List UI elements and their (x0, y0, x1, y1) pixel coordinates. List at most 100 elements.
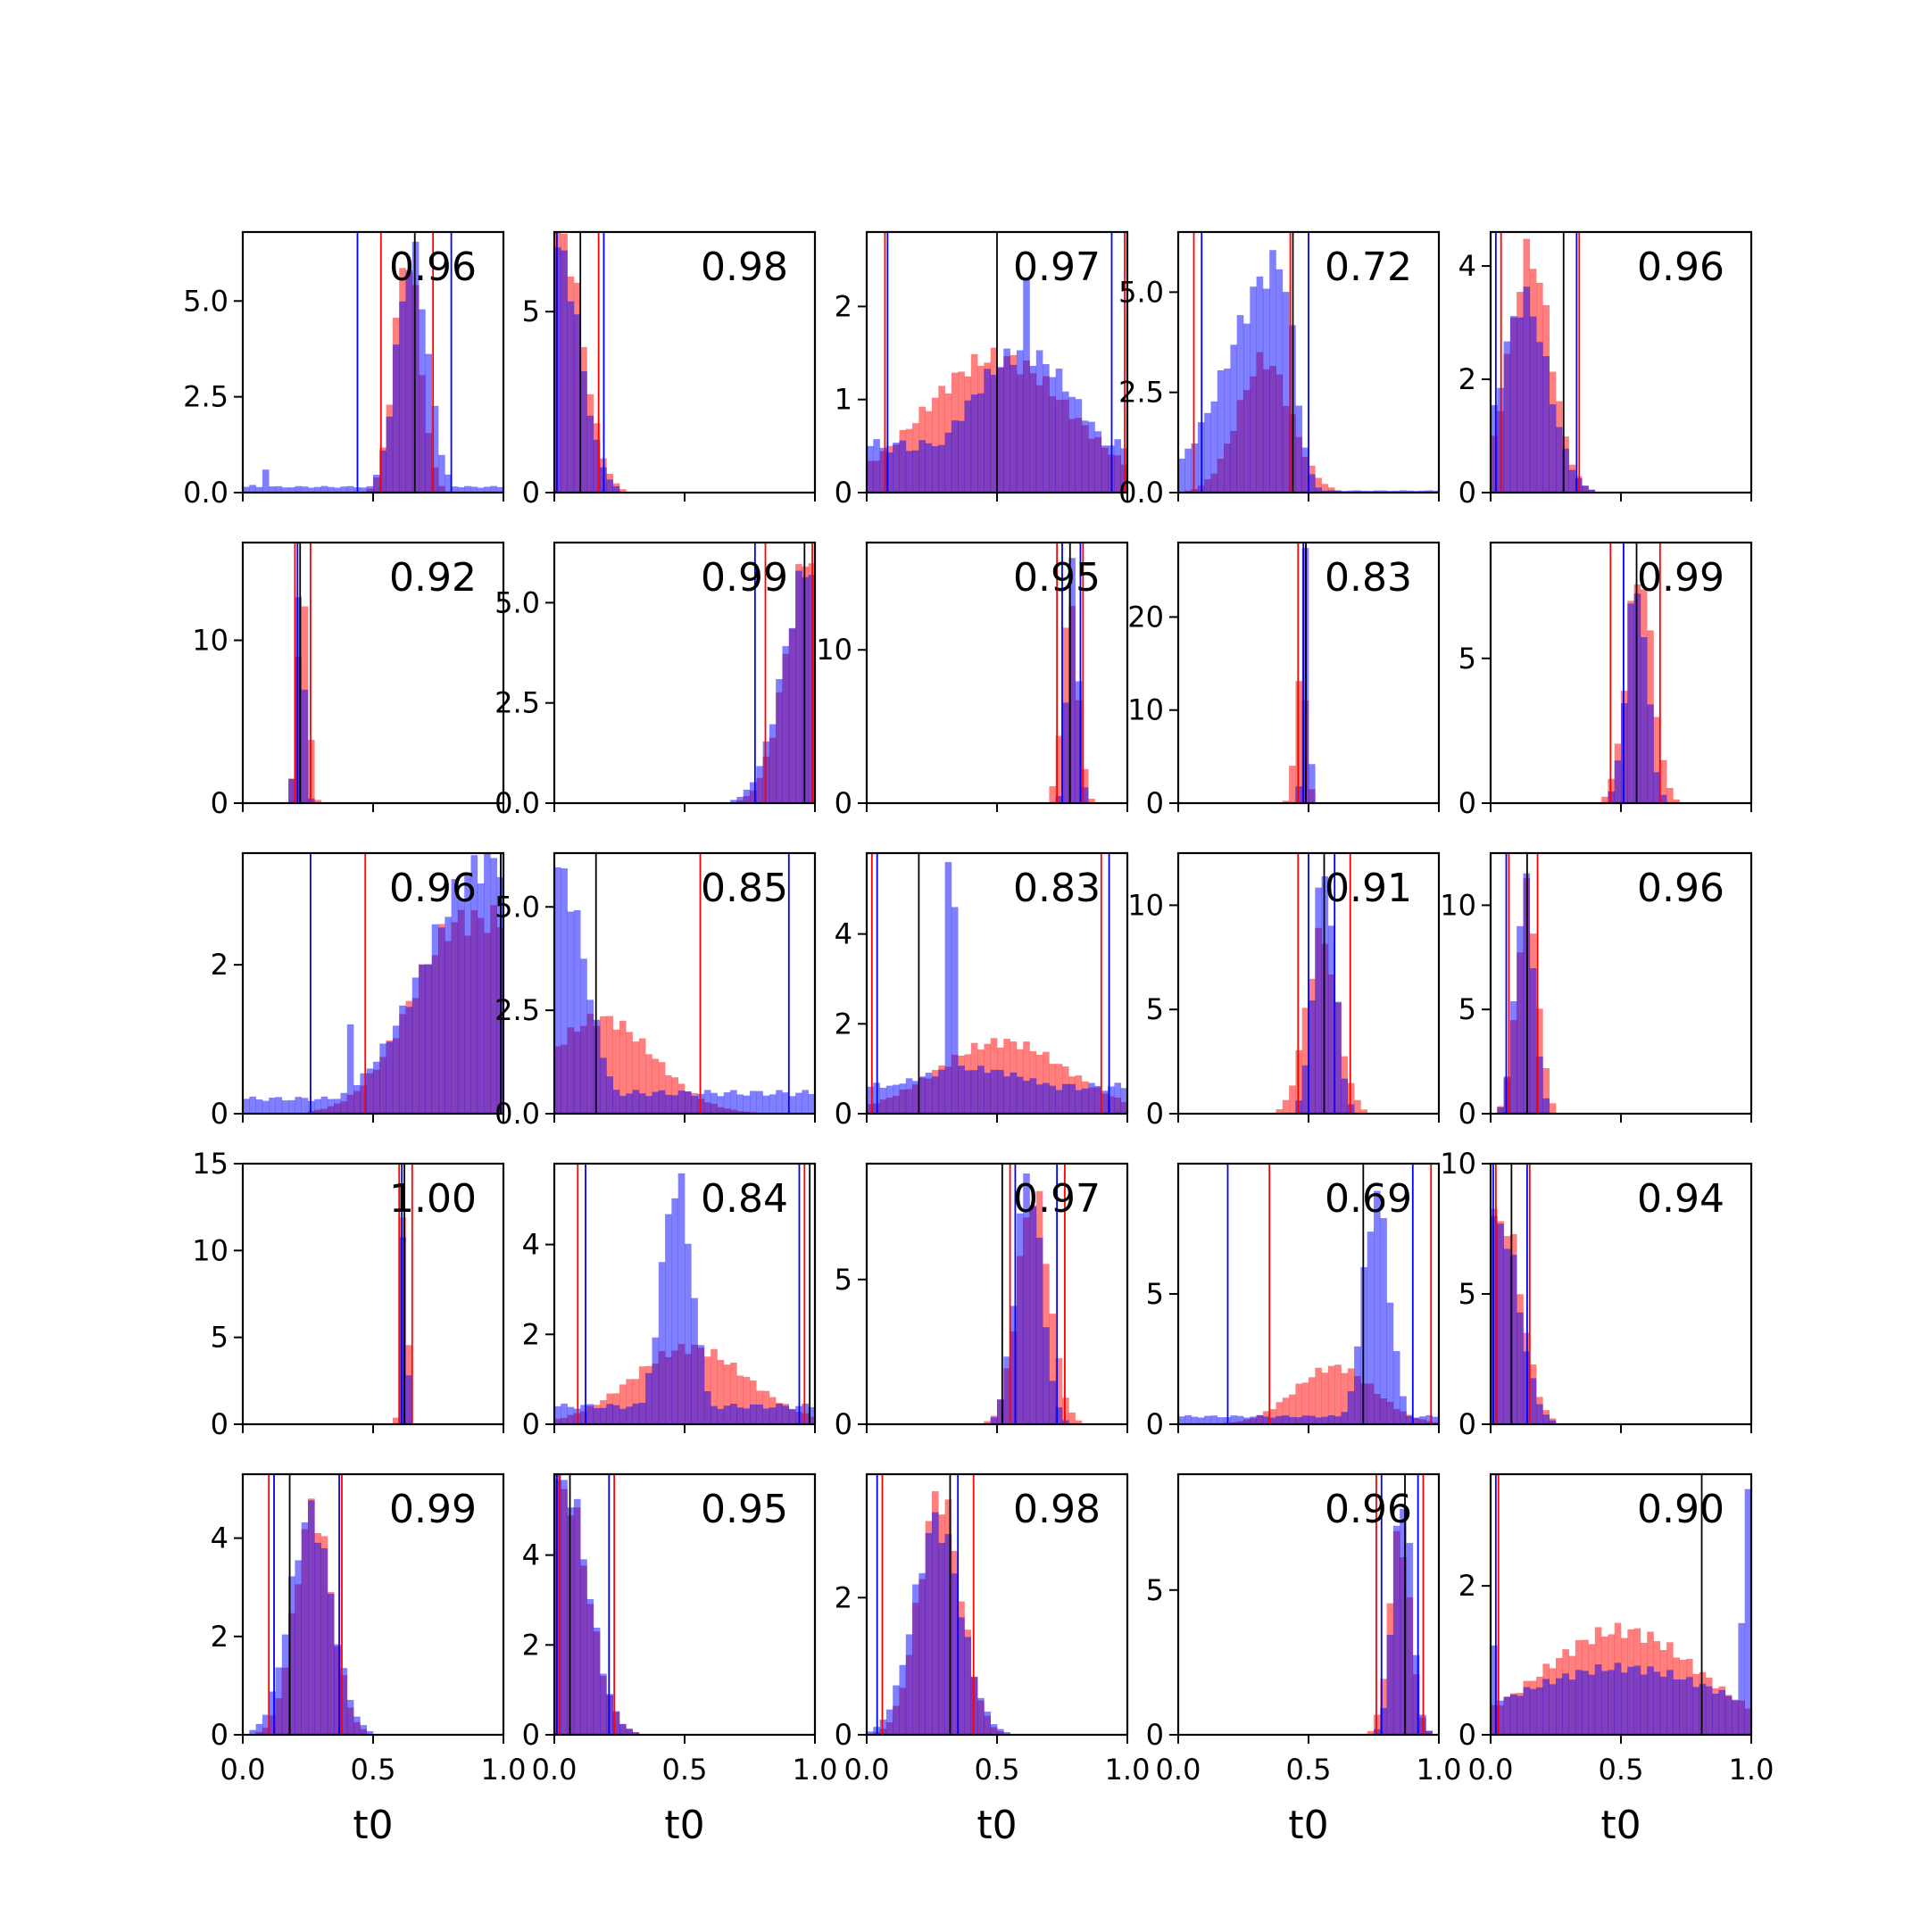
blue-hist-bar (691, 1095, 698, 1114)
blue-hist-bar (997, 1729, 1004, 1735)
panel-4-3: 050.97 (835, 1162, 1129, 1441)
blue-hist-bar (938, 1542, 945, 1735)
blue-hist-bar (1269, 1417, 1276, 1424)
y-tick-label: 0 (835, 1718, 852, 1752)
red-hist-bar (1289, 1085, 1296, 1114)
blue-hist-bar (1374, 490, 1381, 493)
panel-5-1: 0 2 4 0.0 0.5 1.0 t0 0.99 (211, 1472, 526, 1848)
x-tick-label: 1.0 (793, 1753, 838, 1787)
blue-hist-bar (638, 1093, 646, 1114)
blue-hist-bar (411, 977, 420, 1114)
panel-4-1: 0 5 10 15 1.00 (192, 1147, 505, 1441)
red-hist-bar (1354, 1099, 1361, 1114)
red-hist-bar (1360, 1109, 1367, 1114)
blue-hist-bar (1491, 405, 1498, 493)
blue-hist-bar (782, 646, 790, 803)
y-tick-label: 0 (835, 1407, 852, 1441)
blue-hist-bar (1614, 1663, 1622, 1735)
blue-hist-bar (1191, 1416, 1199, 1424)
panel-annotation: 0.97 (1013, 245, 1101, 290)
blue-hist-bar (677, 1090, 686, 1114)
blue-hist-bar (464, 874, 471, 1114)
blue-hist-bar (484, 853, 491, 1114)
y-tick-label: 2 (211, 1620, 229, 1654)
blue-hist-bar (1003, 1732, 1010, 1735)
blue-hist-bar (1055, 369, 1063, 493)
blue-hist-bar (425, 964, 432, 1114)
red-hist-bar (619, 1384, 627, 1424)
blue-hist-bar (269, 1691, 276, 1735)
blue-hist-bar (255, 1099, 263, 1114)
blue-hist-bar (990, 1724, 998, 1735)
y-tick-label: 10 (816, 633, 852, 667)
blue-hist-bar (386, 416, 394, 493)
red-hist-bar (1055, 735, 1063, 803)
y-tick-label: 4 (835, 917, 852, 951)
blue-hist-bar (275, 1667, 283, 1735)
x-tick-label: 0.0 (220, 1753, 266, 1787)
red-hist-bar (1276, 1402, 1284, 1424)
blue-hist-bar (1529, 1688, 1537, 1735)
panel-3-3: 0 2 4 0.83 (835, 851, 1129, 1131)
blue-hist-bar (1380, 1218, 1387, 1424)
blue-hist-bar (1327, 925, 1335, 1114)
red-hist-bar (1049, 786, 1056, 803)
blue-hist-bar (301, 1522, 309, 1735)
y-tick-label: 0 (522, 1407, 540, 1441)
panel-3-1: 020.96 (211, 851, 505, 1131)
blue-hist-bar (1517, 1696, 1524, 1735)
panel-annotation: 0.96 (1325, 1487, 1412, 1532)
blue-hist-bar (619, 1096, 627, 1114)
blue-hist-bar (249, 485, 256, 493)
blue-hist-bar (346, 485, 354, 493)
red-hist-bar (711, 1348, 718, 1424)
blue-hist-bar (360, 1725, 367, 1735)
panel-annotation: 0.83 (1013, 866, 1101, 911)
blue-hist-bar (938, 444, 945, 493)
blue-hist-bar (1236, 1415, 1244, 1424)
blue-hist-bar (1744, 1488, 1752, 1735)
red-hist-bar (730, 1362, 737, 1424)
blue-hist-bar (1035, 1084, 1043, 1114)
panel-2-5: 050.99 (1458, 541, 1753, 820)
blue-hist-bar (1321, 1416, 1329, 1424)
y-tick-label: 5.0 (494, 585, 540, 619)
blue-hist-bar (1601, 1671, 1608, 1735)
y-tick-label: 2.5 (494, 993, 540, 1027)
blue-hist-bar (697, 1345, 705, 1424)
blue-hist-bar (743, 1095, 751, 1114)
blue-hist-bar (353, 1084, 361, 1114)
blue-hist-bar (600, 1407, 607, 1424)
red-hist-bar (626, 1032, 633, 1114)
red-hist-bar (743, 1376, 751, 1424)
blue-hist-bar (593, 1407, 601, 1424)
blue-hist-bar (1509, 1694, 1517, 1735)
red-hist-bar (1282, 1099, 1290, 1114)
blue-hist-bar (1184, 1414, 1192, 1424)
blue-hist-bar (606, 479, 613, 493)
red-hist-bar (1289, 766, 1296, 803)
blue-hist-bar (665, 1094, 672, 1114)
blue-hist-bar (334, 487, 341, 493)
blue-hist-bar (1419, 1416, 1426, 1424)
panel-annotation: 0.85 (701, 866, 788, 911)
blue-hist-bar (360, 487, 367, 493)
blue-hist-bar (320, 1096, 328, 1114)
blue-hist-bar (951, 1573, 959, 1735)
y-tick-label: 10 (1440, 888, 1476, 922)
red-hist-bar (1055, 1358, 1063, 1424)
blue-hist-bar (1712, 1694, 1719, 1735)
red-hist-bar (1315, 477, 1322, 493)
red-hist-bar (1659, 759, 1667, 803)
blue-hist-bar (379, 450, 386, 493)
red-hist-bar (1327, 1365, 1335, 1424)
x-axis-label: t0 (664, 1803, 704, 1848)
y-tick-label: 0.0 (494, 1097, 540, 1131)
red-hist-bar (762, 1390, 770, 1424)
blue-hist-bar (1497, 1223, 1504, 1424)
y-tick-label: 5 (211, 1321, 229, 1355)
blue-hist-bar (1614, 760, 1622, 803)
blue-hist-bar (776, 1090, 783, 1114)
blue-hist-bar (392, 344, 400, 493)
blue-hist-bar (295, 485, 302, 493)
